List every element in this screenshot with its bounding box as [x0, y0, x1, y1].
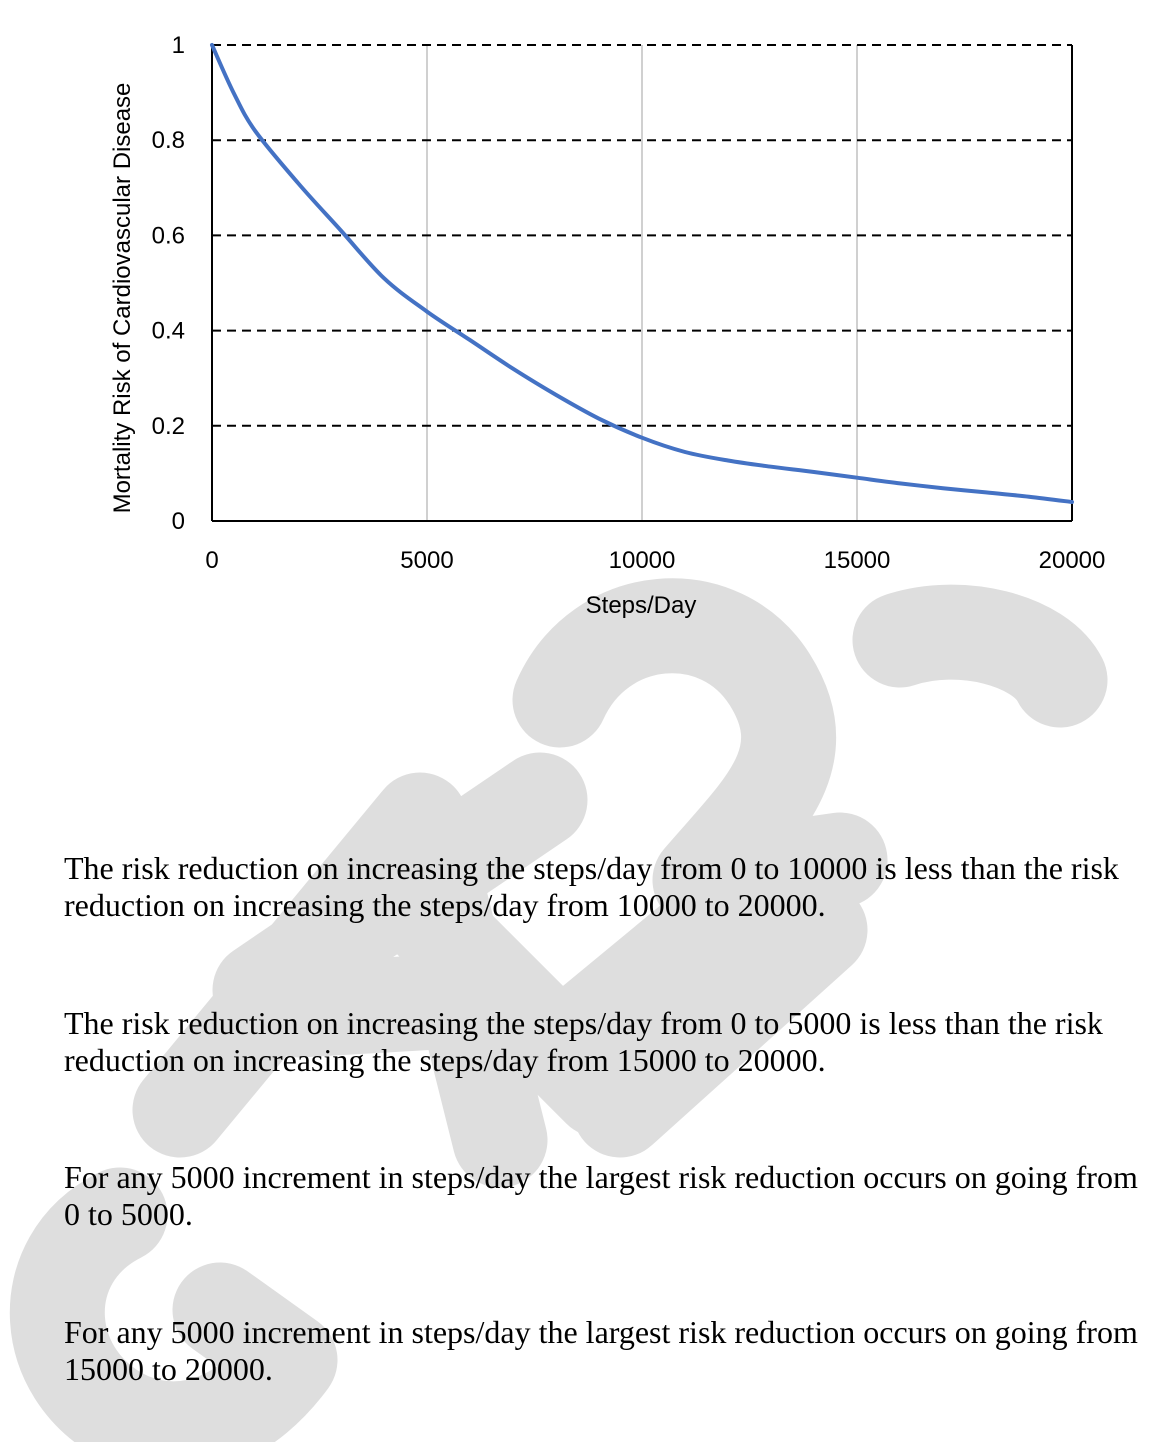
y-tick-label: 0 [172, 508, 185, 535]
x-axis-label: Steps/Day [586, 592, 697, 619]
option-c-text: For any 5000 increment in steps/day the … [64, 1159, 1138, 1232]
mortality-risk-chart: 0 5000 10000 15000 20000 0 0.2 0.4 0.6 0.8 1 Step… [109, 32, 1105, 619]
x-tick-label: 10000 [609, 547, 676, 574]
x-tick-labels: 0 5000 10000 15000 20000 [205, 547, 1105, 574]
series-line [210, 43, 1074, 504]
y-tick-label: 0.4 [152, 318, 185, 345]
y-tick-label: 1 [172, 32, 185, 59]
y-tick-label: 0.6 [152, 222, 185, 249]
option-d-text: For any 5000 increment in steps/day the … [64, 1314, 1138, 1387]
x-tick-label: 5000 [400, 547, 453, 574]
chart-axes [211, 45, 1073, 522]
y-tick-label: 0.8 [152, 127, 185, 154]
y-tick-label: 0.2 [152, 413, 185, 440]
x-tick-label: 15000 [824, 547, 891, 574]
gridlines [212, 44, 1072, 521]
y-axis-label: Mortality Risk of Cardiovascular Disease [109, 83, 136, 514]
option-a-text: The risk reduction on increasing the ste… [64, 850, 1119, 923]
option-b-text: The risk reduction on increasing the ste… [64, 1005, 1103, 1078]
x-tick-label: 0 [205, 547, 218, 574]
y-tick-labels: 0 0.2 0.4 0.6 0.8 1 [152, 32, 185, 535]
x-tick-label: 20000 [1039, 547, 1106, 574]
